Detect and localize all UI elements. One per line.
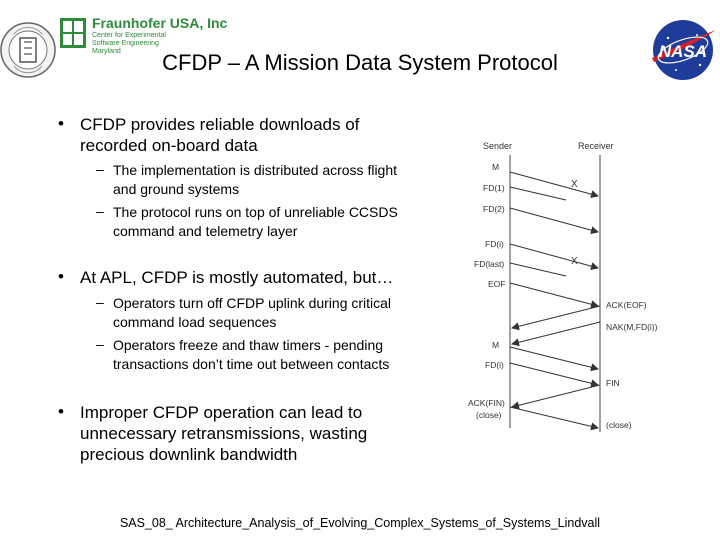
bullet-line: unnecessary retransmissions, wasting xyxy=(80,424,368,443)
bullet-line: Improper CFDP operation can lead to xyxy=(80,403,363,422)
sub-line: Operators freeze and thaw timers - pendi… xyxy=(113,337,384,353)
msg-arrow-fdi-retx xyxy=(509,362,599,388)
nasa-logo-icon: NASA xyxy=(652,20,716,80)
receiver-msg-label: ACK(EOF) xyxy=(606,300,647,310)
msg-arrow-nak xyxy=(511,321,601,347)
bullet-line: recorded on-board data xyxy=(80,136,258,155)
sub-line: The implementation is distributed across… xyxy=(113,162,398,178)
msg-arrow-fd1-lost xyxy=(509,186,567,201)
msg-arrow-fin xyxy=(511,384,601,410)
slide-title: CFDP – A Mission Data System Protocol xyxy=(162,50,558,75)
sub-line: and ground systems xyxy=(113,181,240,197)
loss-marker: X xyxy=(571,256,578,267)
receiver-msg-label: FIN xyxy=(606,378,620,388)
nasa-logo-text: NASA xyxy=(659,42,707,61)
bullet-dot: • xyxy=(58,267,64,286)
msg-arrow-m-retx xyxy=(509,346,599,372)
receiver-label: Receiver xyxy=(578,141,614,151)
receiver-msg-label: NAK(M,FD(i)) xyxy=(606,322,658,332)
jhu-seal-icon xyxy=(0,22,56,78)
sub-line: command load sequences xyxy=(113,314,277,330)
fraunhofer-name: Fraunhofer USA, Inc xyxy=(92,15,228,31)
msg-arrow-eof xyxy=(509,282,599,309)
sender-msg-label: ACK(FIN) xyxy=(468,398,505,408)
sub-line: Operators turn off CFDP uplink during cr… xyxy=(113,295,392,311)
fraunhofer-sub-line: Maryland xyxy=(92,48,121,55)
sub-bullet-1-2: The protocol runs on top of unreliable C… xyxy=(113,203,398,241)
sender-msg-label: EOF xyxy=(488,279,505,289)
sub-line: transactions don’t time out between cont… xyxy=(113,356,390,372)
sender-label: Sender xyxy=(483,141,512,151)
receiver-msg-label: (close) xyxy=(606,420,632,430)
sender-msg-label: FD(2) xyxy=(483,204,505,214)
msg-arrow-fdlast-lost xyxy=(509,262,567,277)
sub-dash: – xyxy=(96,203,104,219)
slide-footer: SAS_08_ Architecture_Analysis_of_Evolvin… xyxy=(119,516,601,530)
sub-bullet-2-1: Operators turn off CFDP uplink during cr… xyxy=(113,294,391,332)
fraunhofer-subtitle: Center for Experimental Software Enginee… xyxy=(92,32,166,56)
sender-msg-label: M xyxy=(492,162,499,172)
sub-line: The protocol runs on top of unreliable C… xyxy=(113,204,398,220)
fraunhofer-logo-icon xyxy=(60,18,86,48)
sub-dash: – xyxy=(96,294,104,310)
header-logos: NASA xyxy=(0,18,716,80)
sub-dash: – xyxy=(96,336,104,352)
loss-marker: X xyxy=(571,179,578,190)
msg-arrow-ack-eof xyxy=(511,305,601,331)
bullet-line: CFDP provides reliable downloads of xyxy=(80,115,360,134)
bullet-2: At APL, CFDP is mostly automated, but… xyxy=(80,267,393,288)
msg-arrow-fdi xyxy=(509,243,599,271)
sender-msg-label: FD(1) xyxy=(483,183,505,193)
bullet-dot: • xyxy=(58,402,64,421)
bullet-dot: • xyxy=(58,114,64,133)
fraunhofer-sub-line: Software Engineering xyxy=(92,40,159,47)
sub-bullet-2-2: Operators freeze and thaw timers - pendi… xyxy=(113,336,389,374)
sender-msg-label: (close) xyxy=(476,410,502,420)
sender-msg-label: FD(i) xyxy=(485,239,504,249)
fraunhofer-sub-line: Center for Experimental xyxy=(92,32,166,39)
bullet-1: CFDP provides reliable downloads of reco… xyxy=(80,114,359,156)
sender-msg-label: FD(last) xyxy=(474,259,504,269)
bullet-line: At APL, CFDP is mostly automated, but… xyxy=(80,268,394,287)
msg-arrow-m xyxy=(509,171,599,199)
bullet-line: precious downlink bandwidth xyxy=(80,445,298,464)
bullet-3: Improper CFDP operation can lead to unne… xyxy=(80,402,367,465)
msg-arrow-ack-fin xyxy=(509,406,599,431)
sender-msg-label: M xyxy=(492,340,499,350)
sub-dash: – xyxy=(96,161,104,177)
msg-arrow-fd2 xyxy=(509,207,599,235)
sub-bullet-1-1: The implementation is distributed across… xyxy=(113,161,397,199)
sender-msg-label: FD(i) xyxy=(485,360,504,370)
sub-line: command and telemetry layer xyxy=(113,223,298,239)
